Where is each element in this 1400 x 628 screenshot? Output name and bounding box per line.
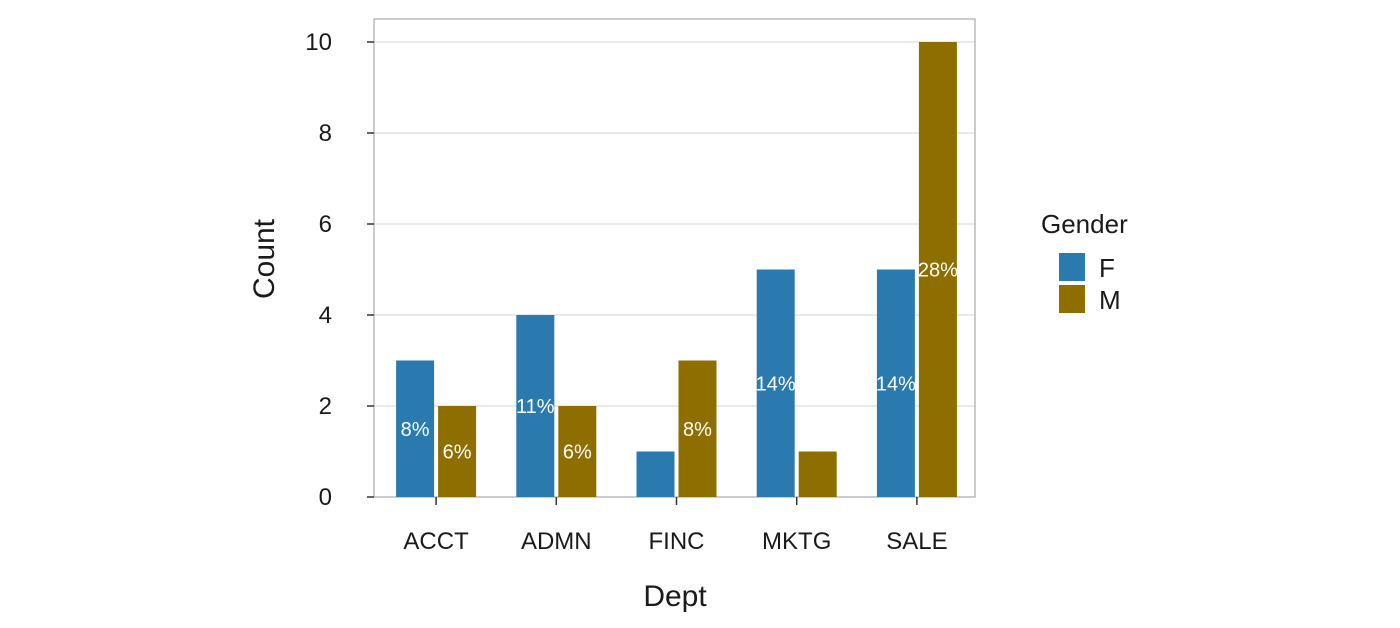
bar-acct-m xyxy=(438,406,477,497)
bar-admn-f xyxy=(516,315,555,497)
bar-data-label: 6% xyxy=(563,442,592,464)
y-axis-title: Count xyxy=(248,218,281,299)
bar-mktg-m xyxy=(798,451,837,497)
bars xyxy=(396,42,957,497)
x-tick-label: ADMN xyxy=(521,528,592,555)
y-axis: 0 2 4 6 8 10 xyxy=(305,29,374,511)
y-tick-label: 10 xyxy=(305,29,332,56)
bar-data-label: 11% xyxy=(516,396,555,418)
x-tick-label: SALE xyxy=(886,528,947,555)
y-tick-label: 2 xyxy=(319,393,332,420)
bar-data-label: 14% xyxy=(876,373,916,395)
y-tick-label: 6 xyxy=(319,211,332,238)
x-tick-label: ACCT xyxy=(403,528,469,555)
y-tick-label: 0 xyxy=(319,484,332,511)
y-tick-label: 8 xyxy=(319,120,332,147)
bar-data-label: 8% xyxy=(683,419,712,441)
y-tick-label: 4 xyxy=(319,302,332,329)
bar-finc-f xyxy=(636,451,675,497)
bar-data-label: 6% xyxy=(443,442,472,464)
bar-mktg-f xyxy=(756,269,795,497)
x-axis-title: Dept xyxy=(643,580,707,613)
bar-data-label: 8% xyxy=(401,419,430,441)
legend-label-m: M xyxy=(1099,285,1121,315)
x-tick-label: MKTG xyxy=(762,528,831,555)
legend: Gender FM xyxy=(1041,209,1128,315)
bar-data-label: 28% xyxy=(918,260,958,282)
legend-title: Gender xyxy=(1041,209,1128,239)
x-axis: ACCT ADMN FINC MKTG SALE xyxy=(403,497,948,555)
legend-label-f: F xyxy=(1099,253,1115,283)
bar-sale-f xyxy=(876,269,915,497)
legend-swatch-f xyxy=(1059,253,1085,281)
gridlines xyxy=(374,41,975,407)
bar-admn-m xyxy=(558,406,597,497)
bar-labels: 8% 6% 11% 6% 8% 14% 14% 28% xyxy=(401,260,958,464)
legend-swatch-m xyxy=(1059,285,1085,313)
bar-acct-f xyxy=(396,360,435,497)
bar-data-label: 14% xyxy=(756,373,796,395)
bar-finc-m xyxy=(678,360,717,497)
x-tick-label: FINC xyxy=(649,528,705,555)
bar-sale-m xyxy=(918,42,957,497)
